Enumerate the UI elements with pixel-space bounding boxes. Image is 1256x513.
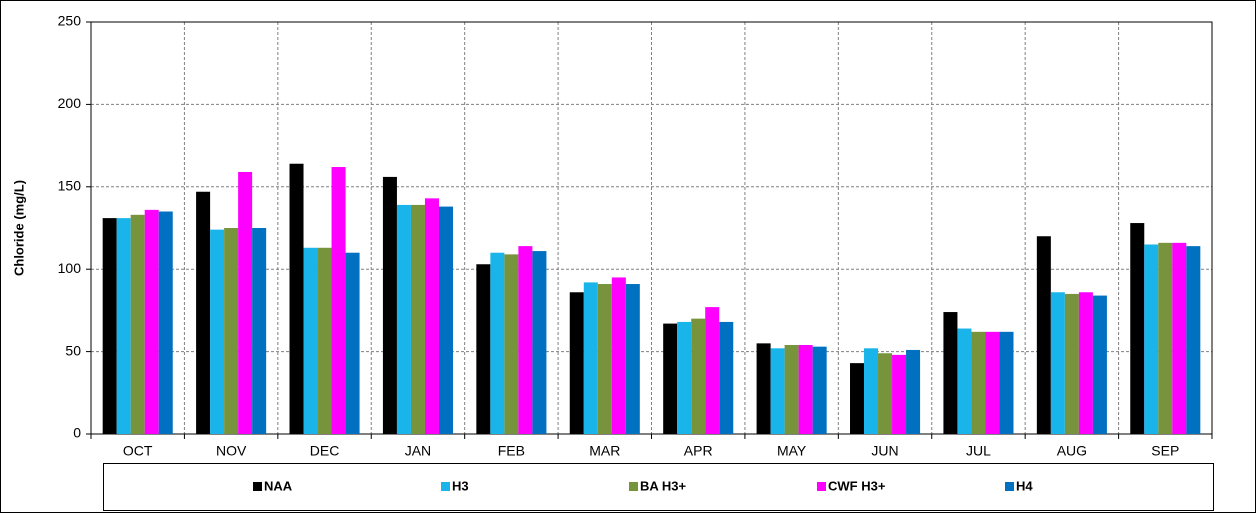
y-tick-label: 50 bbox=[65, 342, 81, 358]
legend-text: CWF H3+ bbox=[828, 478, 886, 493]
y-tick-label: 250 bbox=[58, 13, 82, 29]
bar bbox=[691, 318, 706, 434]
bar bbox=[1186, 246, 1201, 434]
bar bbox=[345, 252, 360, 434]
bar bbox=[812, 346, 827, 434]
bar bbox=[1172, 242, 1187, 434]
x-tick-label: OCT bbox=[123, 443, 153, 459]
bar bbox=[331, 167, 346, 435]
bar bbox=[476, 264, 491, 434]
x-tick-label: APR bbox=[684, 443, 713, 459]
bar bbox=[985, 331, 1000, 434]
bar bbox=[1092, 295, 1107, 434]
bar bbox=[303, 247, 318, 434]
bar bbox=[424, 198, 439, 434]
y-tick-label: 100 bbox=[58, 260, 82, 276]
bar bbox=[158, 211, 173, 434]
bar bbox=[999, 331, 1014, 434]
bar bbox=[196, 191, 211, 434]
x-tick-label: AUG bbox=[1057, 443, 1087, 459]
bar bbox=[663, 323, 678, 434]
bar bbox=[210, 229, 225, 434]
x-tick-label: JUN bbox=[871, 443, 898, 459]
bar bbox=[144, 209, 159, 434]
bar bbox=[438, 206, 453, 434]
bar bbox=[1036, 236, 1051, 434]
bar bbox=[798, 345, 813, 434]
bar bbox=[532, 251, 547, 434]
bar bbox=[864, 348, 879, 434]
bar bbox=[784, 345, 799, 434]
legend-swatch bbox=[817, 482, 826, 491]
legend-text: H3 bbox=[452, 478, 469, 493]
x-tick-label: JAN bbox=[405, 443, 431, 459]
y-tick-label: 0 bbox=[73, 425, 81, 441]
legend-swatch bbox=[1005, 482, 1014, 491]
legend-box bbox=[103, 463, 1214, 511]
legend-text: H4 bbox=[1016, 478, 1033, 493]
bar bbox=[238, 171, 253, 434]
y-tick-label: 200 bbox=[58, 95, 82, 111]
x-tick-label: SEP bbox=[1151, 443, 1179, 459]
x-tick-label: DEC bbox=[310, 443, 340, 459]
bar bbox=[116, 218, 131, 434]
bar bbox=[396, 204, 411, 434]
bar bbox=[705, 307, 720, 434]
bar bbox=[1158, 242, 1173, 434]
x-tick-label: MAR bbox=[589, 443, 620, 459]
plot-frame bbox=[90, 21, 1213, 435]
bar bbox=[317, 247, 332, 434]
x-tick-label: JUL bbox=[966, 443, 991, 459]
bar bbox=[1050, 292, 1065, 434]
bar bbox=[1130, 223, 1145, 434]
y-tick-label: 150 bbox=[58, 178, 82, 194]
bar bbox=[756, 343, 771, 434]
bar bbox=[504, 254, 519, 434]
bar bbox=[583, 282, 598, 434]
bar bbox=[1064, 293, 1079, 434]
bar bbox=[850, 363, 865, 434]
bar bbox=[597, 284, 612, 434]
bar bbox=[971, 331, 986, 434]
bar bbox=[490, 252, 505, 434]
legend-swatch bbox=[253, 482, 262, 491]
legend-text: BA H3+ bbox=[640, 478, 687, 493]
bar bbox=[906, 349, 921, 434]
bar bbox=[252, 228, 267, 434]
legend-swatch bbox=[441, 482, 450, 491]
bar bbox=[410, 204, 425, 434]
bar bbox=[518, 246, 533, 434]
bar bbox=[677, 321, 692, 434]
bar bbox=[224, 228, 239, 434]
bar bbox=[625, 284, 640, 434]
x-tick-label: MAY bbox=[777, 443, 807, 459]
bar bbox=[611, 277, 626, 434]
bar bbox=[719, 321, 734, 434]
y-axis-label: Chloride (mg/L) bbox=[11, 180, 26, 276]
legend-text: NAA bbox=[264, 478, 293, 493]
bar bbox=[770, 348, 785, 434]
bar bbox=[1078, 292, 1093, 434]
bar bbox=[943, 312, 958, 434]
x-tick-label: FEB bbox=[498, 443, 525, 459]
legend-swatch bbox=[629, 482, 638, 491]
bar bbox=[569, 292, 584, 434]
bar bbox=[382, 176, 397, 435]
bar bbox=[957, 328, 972, 434]
bar bbox=[1144, 244, 1159, 434]
bar bbox=[102, 218, 117, 434]
bar bbox=[130, 214, 145, 434]
bar bbox=[878, 353, 893, 434]
x-tick-label: NOV bbox=[216, 443, 247, 459]
bar bbox=[289, 163, 304, 434]
bar bbox=[892, 354, 907, 434]
